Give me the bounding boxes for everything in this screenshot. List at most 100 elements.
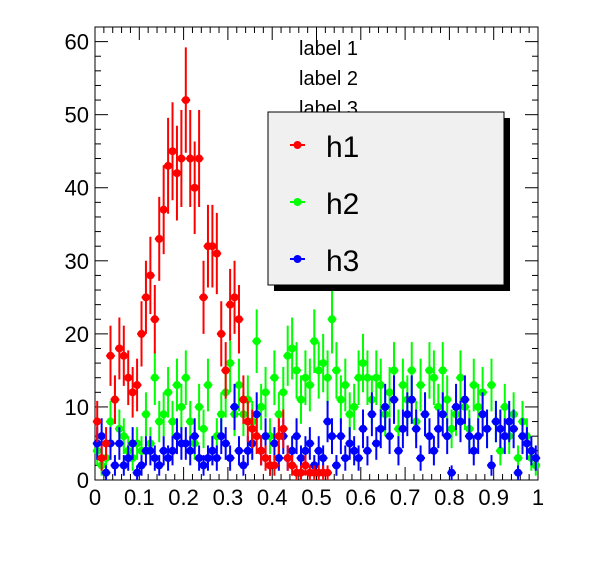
h3-point <box>421 410 430 419</box>
legend: h1 h2 h3 <box>267 111 510 291</box>
x-tick-label: 0.2 <box>168 485 199 510</box>
h3-point <box>403 410 412 419</box>
h3-point <box>124 454 133 463</box>
h1-point <box>208 242 217 251</box>
h3-point <box>93 439 102 448</box>
x-axis-ticks: 0 0.1 0.2 0.3 0.4 0.5 0.6 0.7 0.8 0.9 1 <box>89 27 544 510</box>
h1-point <box>168 147 177 156</box>
h3-point <box>243 446 252 455</box>
h2-point <box>141 410 150 419</box>
legend-label-h1: h1 <box>326 131 359 164</box>
h2-point <box>390 366 399 375</box>
h2-point <box>164 388 173 397</box>
x-tick-label: 1 <box>532 485 544 510</box>
h1-point <box>301 461 310 470</box>
y-tick-label: 50 <box>65 103 89 128</box>
h3-point <box>518 432 527 441</box>
y-tick-label: 60 <box>65 30 89 55</box>
h2-point <box>159 410 168 419</box>
h3-point <box>491 417 500 426</box>
h3-point <box>102 468 111 477</box>
h3-point <box>226 454 235 463</box>
h3-point <box>425 432 434 441</box>
y-axis-ticks: 0 10 20 30 40 50 60 <box>65 26 538 493</box>
y-tick-label: 40 <box>65 176 89 201</box>
h3-point <box>270 439 279 448</box>
h3-point <box>168 446 177 455</box>
h2-point <box>301 373 310 382</box>
annotation-label: label 2 <box>299 68 358 90</box>
h1-point <box>119 351 128 360</box>
h3-point <box>398 424 407 433</box>
x-tick-label: 0.9 <box>478 485 509 510</box>
h1-point <box>186 154 195 163</box>
h1-point <box>270 461 279 470</box>
h3-point <box>474 432 483 441</box>
legend-box <box>267 111 505 286</box>
h2-point <box>106 417 115 426</box>
h1-point <box>190 183 199 192</box>
h2-point <box>443 395 452 404</box>
x-tick-label: 0.5 <box>301 485 332 510</box>
h2-point <box>345 410 354 419</box>
h2-point <box>319 359 328 368</box>
h3-point <box>172 432 181 441</box>
h3-point <box>469 446 478 455</box>
x-tick-label: 0.4 <box>257 485 288 510</box>
h1-point <box>274 432 283 441</box>
h1-point <box>137 329 146 338</box>
x-tick-label: 0.3 <box>213 485 244 510</box>
h2-point <box>261 388 270 397</box>
h1-point <box>177 154 186 163</box>
h3-point <box>230 402 239 411</box>
h2-point <box>456 373 465 382</box>
h2-point <box>474 402 483 411</box>
h2-point <box>416 381 425 390</box>
h3-point <box>416 454 425 463</box>
h3-point <box>323 417 332 426</box>
h3-point <box>212 454 221 463</box>
h3-point <box>434 424 443 433</box>
h2-point <box>150 373 159 382</box>
h1-point <box>102 439 111 448</box>
h3-point <box>150 454 159 463</box>
h3-point <box>328 432 337 441</box>
h2-point <box>226 359 235 368</box>
h1-point <box>257 446 266 455</box>
h3-point <box>527 446 536 455</box>
h2-point <box>425 366 434 375</box>
h1-point <box>234 315 243 324</box>
h1-point <box>133 381 142 390</box>
h2-point <box>279 388 288 397</box>
h3-point <box>438 410 447 419</box>
h3-point <box>181 439 190 448</box>
h3-point <box>367 410 376 419</box>
x-tick-label: 0.7 <box>390 485 421 510</box>
h3-point <box>115 439 124 448</box>
h3-point <box>164 454 173 463</box>
h3-point <box>234 446 243 455</box>
h2-point <box>447 424 456 433</box>
h1-point <box>252 432 261 441</box>
h3-point <box>221 439 230 448</box>
h3-point <box>509 424 518 433</box>
h2-point <box>434 402 443 411</box>
h1-point <box>279 424 288 433</box>
h3-point <box>146 446 155 455</box>
h3-point <box>452 402 461 411</box>
h3-point <box>155 461 164 470</box>
h2-point <box>195 402 204 411</box>
h1-point <box>150 315 159 324</box>
h3-point <box>390 395 399 404</box>
h1-point <box>239 395 248 404</box>
h1-point <box>243 417 252 426</box>
h3-point <box>97 432 106 441</box>
h2-point <box>359 359 368 368</box>
h3-point <box>332 461 341 470</box>
h3-point <box>110 461 119 470</box>
h3-point <box>341 454 350 463</box>
h3-point <box>394 446 403 455</box>
h1-point <box>155 234 164 243</box>
